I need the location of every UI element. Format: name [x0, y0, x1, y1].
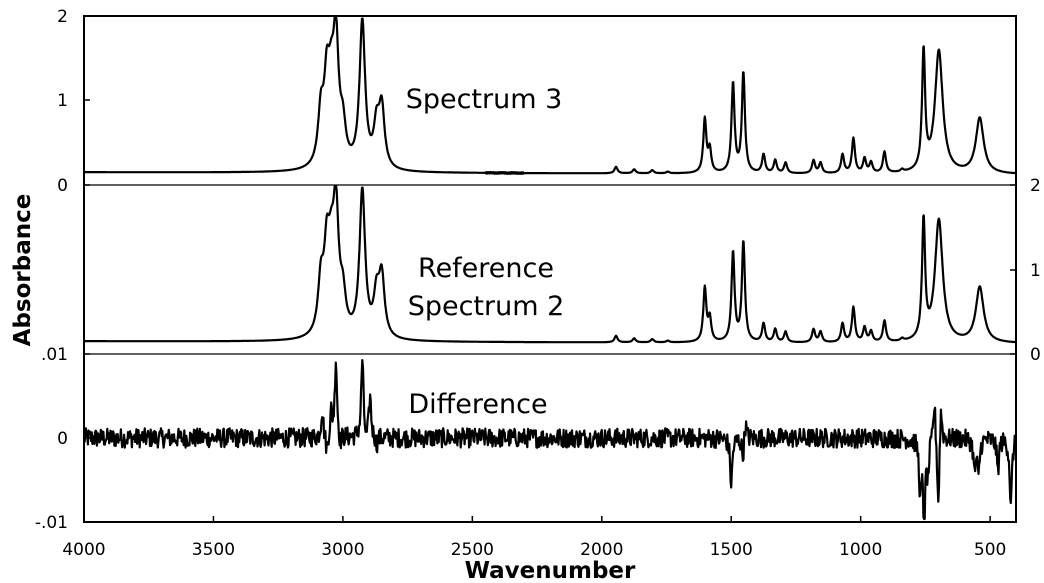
- x-tick-label: 500: [974, 540, 1006, 560]
- panel-label-reference-line-2: Spectrum 2: [408, 291, 565, 322]
- x-tick-label: 2000: [580, 540, 623, 560]
- y-axis-title: Absorbance: [10, 194, 36, 347]
- panel-label-reference-line-1: Reference: [418, 253, 554, 284]
- y-tick-label: 1: [57, 91, 68, 111]
- right-y-tick-label: 0: [1030, 345, 1041, 365]
- right-y-tick-label: 2: [1030, 176, 1041, 196]
- x-tick-label: 4000: [62, 540, 105, 560]
- plot-frame: [83, 15, 1017, 523]
- y-tick-label: 0: [57, 429, 68, 449]
- x-axis-title: Wavenumber: [465, 558, 636, 583]
- series-line-difference: [82, 359, 1018, 521]
- series-line-spectrum-3: [83, 16, 1017, 175]
- panel-label-spectrum-3: Spectrum 3: [406, 84, 563, 115]
- x-tick-label: 1000: [839, 540, 882, 560]
- x-tick-label: 3500: [192, 540, 235, 560]
- y-tick-label: 0: [57, 176, 68, 196]
- x-tick-label: 2500: [451, 540, 494, 560]
- series-line-reference-spectrum-2: [83, 185, 1017, 344]
- panel-label-difference: Difference: [408, 389, 547, 420]
- y-tick-label: -.01: [35, 513, 68, 533]
- y-tick-label: 2: [57, 7, 68, 27]
- x-tick-label: 3000: [321, 540, 364, 560]
- right-y-tick-label: 1: [1030, 261, 1041, 281]
- y-tick-label: .01: [41, 345, 68, 365]
- x-tick-label: 1500: [710, 540, 753, 560]
